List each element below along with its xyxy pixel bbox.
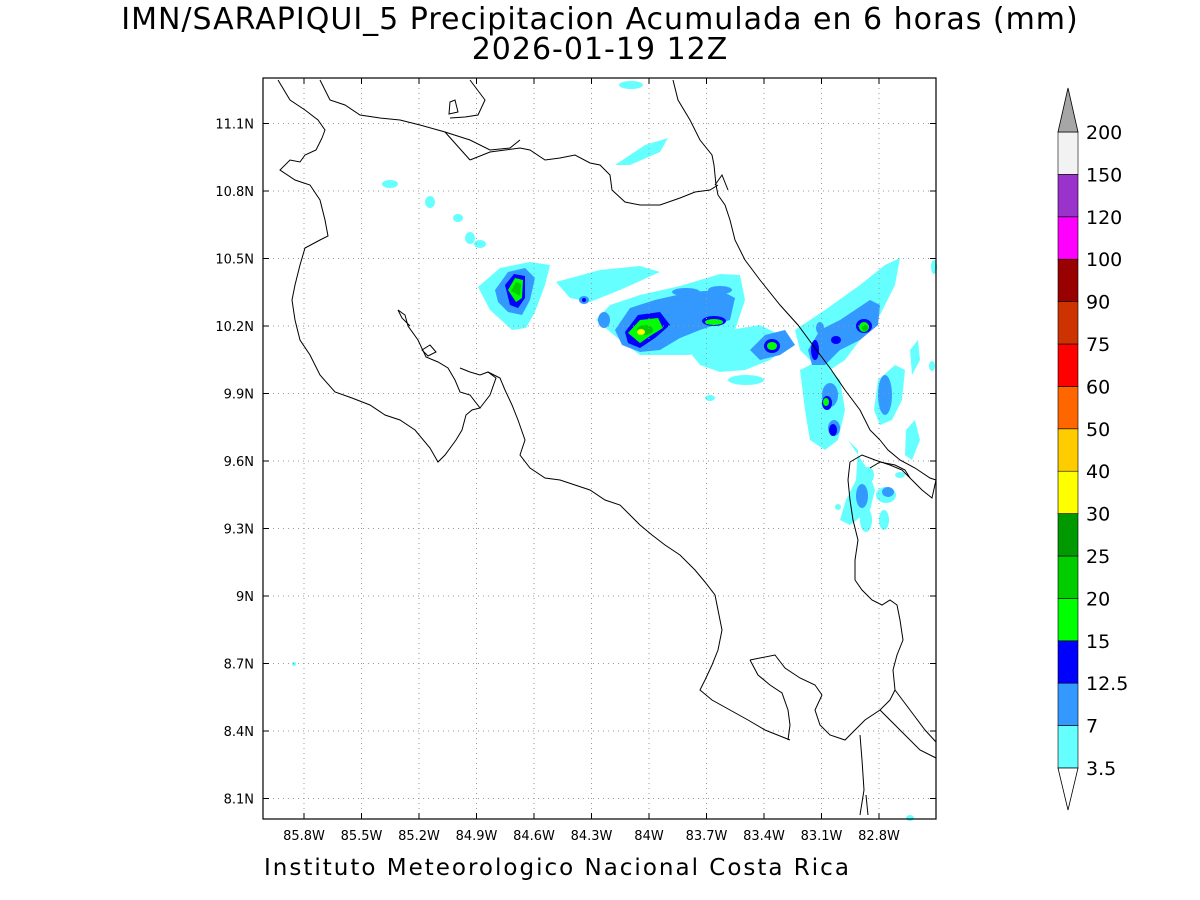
lat-tick-label: 9.9N (224, 388, 254, 403)
footer-credit: Instituto Meteorologico Nacional Costa R… (264, 855, 851, 881)
colorbar-swatch (1057, 386, 1079, 430)
colorbar-swatch (1057, 258, 1079, 302)
lat-tick-label: 8.4N (224, 725, 254, 740)
lat-tick-label: 8.7N (224, 658, 254, 673)
colorbar-swatch (1057, 513, 1079, 557)
colorbar-swatch (1057, 470, 1079, 514)
map-subtitle-date: 2026-01-19 12Z (471, 32, 729, 67)
colorbar-label: 30 (1086, 504, 1110, 526)
map-title: IMN/SARAPIQUI_5 Precipitacion Acumulada … (121, 2, 1079, 37)
colorbar-label: 12.5 (1086, 673, 1128, 695)
colorbar-swatch (1057, 131, 1079, 175)
lon-tick-label: 84.6W (513, 829, 555, 844)
colorbar-swatch (1057, 682, 1079, 726)
colorbar-swatch (1057, 301, 1079, 345)
colorbar-swatch (1057, 640, 1079, 684)
colorbar-label: 25 (1086, 546, 1110, 568)
lon-tick-label: 82.8W (858, 829, 900, 844)
map-grid (263, 78, 936, 819)
colorbar-swatch (1057, 174, 1079, 218)
colorbar-label: 60 (1086, 376, 1110, 398)
colorbar-label: 50 (1086, 419, 1110, 441)
lon-tick-label: 83.1W (801, 829, 843, 844)
coastline (277, 79, 937, 816)
longitude-axis: 85.8W 85.5W 85.2W 84.9W 84.6W 84.3W 84W 83.7W 83… (283, 78, 900, 844)
colorbar-label: 40 (1086, 461, 1110, 483)
lat-tick-label: 9.3N (224, 523, 254, 538)
colorbar-swatch (1057, 216, 1079, 260)
lon-tick-label: 84.3W (571, 829, 613, 844)
lat-tick-label: 8.1N (224, 793, 254, 808)
colorbar-swatch (1057, 555, 1079, 599)
colorbar-swatch (1057, 725, 1079, 769)
colorbar-legend: 3.5 7 12.5 15 20 25 30 40 50 60 75 90 100 120 150 200 (1057, 87, 1128, 811)
colorbar-label: 75 (1086, 334, 1110, 356)
colorbar-label: 90 (1086, 292, 1110, 314)
lat-tick-label: 10.5N (215, 253, 254, 268)
lon-tick-label: 85.2W (398, 829, 440, 844)
lon-tick-label: 85.5W (341, 829, 383, 844)
lat-tick-label: 9N (236, 590, 254, 605)
colorbar-label: 120 (1086, 207, 1122, 229)
lat-tick-label: 11.1N (215, 118, 254, 133)
lat-tick-label: 10.2N (215, 320, 254, 335)
colorbar-label: 150 (1086, 164, 1122, 186)
colorbar-under-triangle (1057, 767, 1079, 811)
colorbar-swatch (1057, 343, 1079, 387)
colorbar-over-triangle (1057, 87, 1079, 133)
colorbar-label: 200 (1086, 122, 1122, 144)
precipitation-field (292, 81, 937, 821)
lon-tick-label: 84W (634, 829, 664, 844)
colorbar-label: 7 (1086, 716, 1098, 738)
colorbar-label: 15 (1086, 631, 1110, 653)
map-frame (262, 77, 937, 820)
colorbar-label: 100 (1086, 249, 1122, 271)
lon-tick-label: 83.7W (686, 829, 728, 844)
colorbar-label: 20 (1086, 588, 1110, 610)
lat-tick-label: 9.6N (224, 455, 254, 470)
colorbar-label: 3.5 (1086, 758, 1116, 780)
lon-tick-label: 85.8W (283, 829, 325, 844)
latitude-axis: 8.1N 8.4N 8.7N 9N 9.3N 9.6N 9.9N 10.2N 10.5N 10.8… (215, 118, 936, 808)
colorbar-swatch (1057, 598, 1079, 642)
lon-tick-label: 84.9W (456, 829, 498, 844)
colorbar-swatch (1057, 428, 1079, 472)
lat-tick-label: 10.8N (215, 185, 254, 200)
lon-tick-label: 83.4W (743, 829, 785, 844)
